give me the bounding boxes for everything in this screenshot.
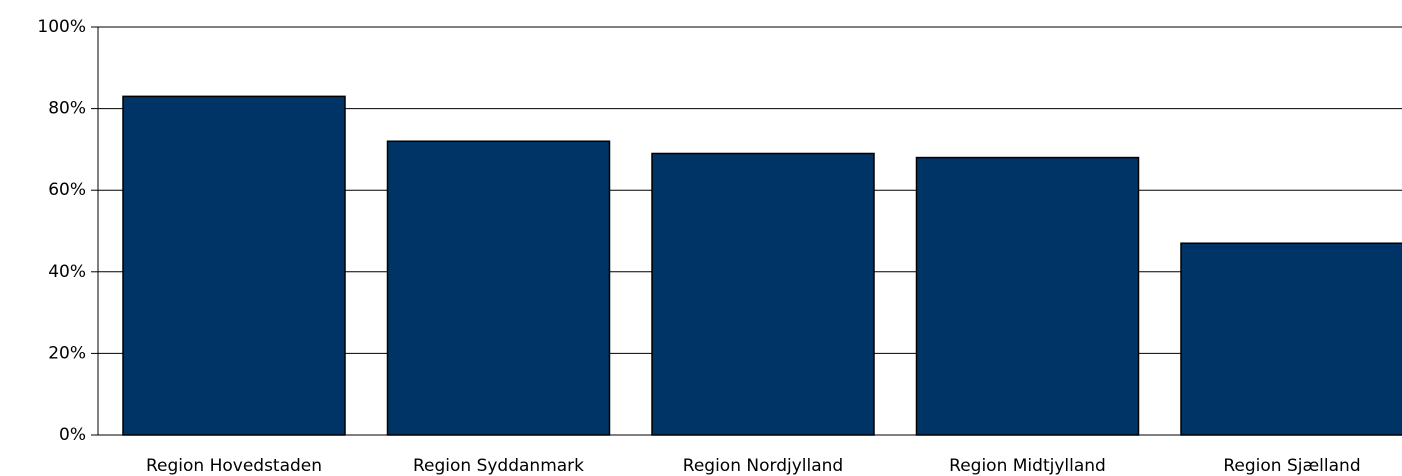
bar — [915, 156, 1140, 436]
y-tick-label: 40% — [48, 262, 86, 282]
x-tick-label: Region Hovedstaden — [146, 456, 322, 476]
y-tick-label: 0% — [59, 425, 86, 445]
y-tick-label: 80% — [48, 99, 86, 119]
y-tick-label: 20% — [48, 343, 86, 363]
x-tick-label: Region Midtjylland — [949, 456, 1106, 476]
bar — [651, 152, 875, 436]
bar — [1180, 242, 1402, 436]
x-tick-label: Region Sjælland — [1223, 456, 1360, 476]
x-tick-label: Region Nordjylland — [683, 456, 843, 476]
y-tick-label: 100% — [37, 17, 86, 37]
x-tick-label: Region Syddanmark — [413, 456, 584, 476]
bar — [122, 95, 346, 436]
bar — [386, 140, 611, 436]
y-tick-label: 60% — [48, 180, 86, 200]
